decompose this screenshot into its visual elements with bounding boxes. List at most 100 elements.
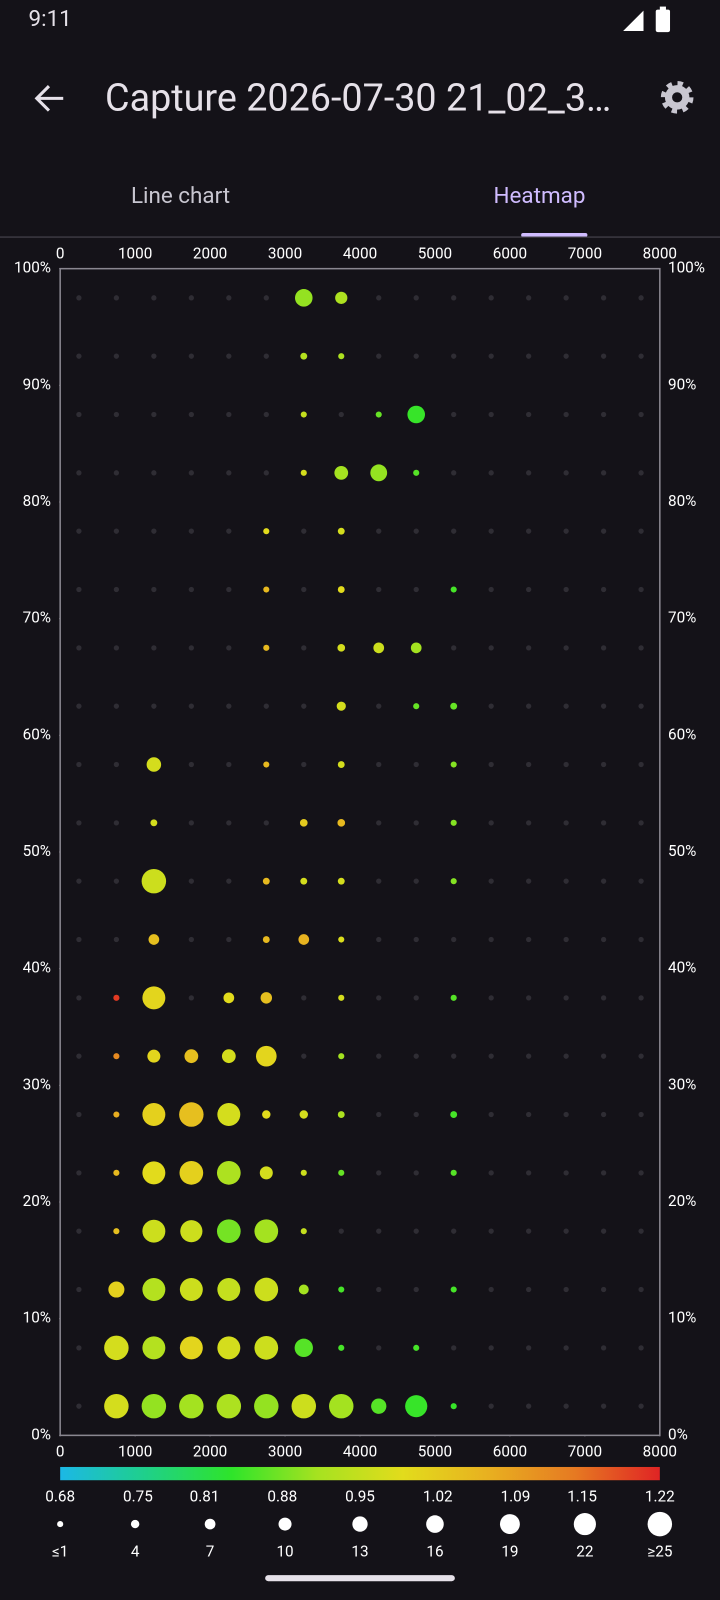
empty-cell [488,820,494,826]
y-tick-label-right: 10% [668,1309,696,1327]
empty-cell [151,645,157,651]
x-tick-label-top: 7000 [568,244,602,262]
empty-cell [600,761,607,768]
empty-cell [638,1286,644,1293]
y-tick-label-left: 30% [23,1075,51,1093]
empty-cell [526,820,532,826]
cell-bubble [338,1053,345,1060]
empty-cell [413,995,419,1001]
cell-bubble [294,1338,313,1358]
empty-cell [263,295,269,301]
empty-cell [113,295,120,301]
colorbar-label: 1.22 [645,1488,675,1506]
empty-cell [526,1345,532,1351]
empty-cell [638,703,644,709]
empty-cell [413,353,419,359]
y-tick-label-right: 60% [668,725,696,743]
empty-cell [638,1170,644,1176]
empty-cell [451,1345,457,1351]
nav-handle[interactable] [265,1575,455,1582]
x-tick-label-bottom: 1000 [118,1443,152,1461]
empty-cell [376,936,382,943]
x-tick-label-top: 0 [56,244,65,262]
empty-cell [263,820,269,826]
empty-cell [600,820,607,826]
empty-cell [638,995,644,1001]
cell-bubble [142,1278,166,1301]
cell-bubble [407,405,426,424]
empty-cell [113,936,120,943]
cell-bubble [180,1220,203,1243]
cell-bubble [337,819,346,827]
empty-cell [76,353,82,359]
y-tick-label-right: 100% [668,259,705,277]
empty-cell [638,528,644,534]
cell-bubble [300,411,307,418]
cell-bubble [338,1344,345,1351]
empty-cell [638,1403,644,1409]
back-button[interactable] [34,85,64,112]
empty-cell [301,586,307,593]
cell-bubble [113,1111,120,1118]
empty-cell [451,528,457,534]
cell-bubble [254,1393,279,1419]
empty-cell [563,703,569,709]
empty-cell [188,586,194,593]
colorbar-label: 0.95 [345,1488,375,1506]
cell-bubble [179,1278,203,1301]
cell-bubble [260,992,273,1004]
size-legend-label: 16 [426,1543,443,1561]
cell-bubble [179,1102,204,1127]
empty-cell [76,878,82,884]
empty-cell [600,1345,607,1351]
empty-cell [638,1228,644,1234]
empty-cell [301,528,307,534]
empty-cell [638,295,644,301]
cell-bubble [113,994,120,1001]
x-tick-label-bottom: 0 [56,1443,65,1461]
empty-cell [226,528,232,534]
settings-button[interactable] [660,81,694,114]
cell-bubble [221,1049,236,1064]
empty-cell [563,411,569,418]
empty-cell [563,1111,569,1118]
empty-cell [76,528,82,534]
empty-cell [376,295,382,301]
empty-cell [526,411,532,418]
cell-bubble [450,994,457,1001]
empty-cell [526,1170,532,1176]
y-tick-label-right: 40% [668,959,696,977]
empty-cell [563,995,569,1001]
empty-cell [151,703,157,709]
tab-selected[interactable]: Heatmap [494,183,586,209]
cell-bubble [141,1393,167,1419]
empty-cell [526,295,532,301]
cell-bubble [216,1219,241,1244]
empty-cell [526,703,532,709]
empty-cell [226,936,232,943]
empty-cell [113,820,120,826]
empty-cell [638,1053,644,1059]
cell-bubble [150,819,158,827]
empty-cell [638,878,644,884]
cell-bubble [450,878,457,885]
empty-cell [338,1228,344,1234]
empty-cell [413,936,419,943]
empty-cell [526,936,532,943]
empty-cell [301,703,307,709]
empty-cell [413,1170,419,1176]
empty-cell [600,645,607,651]
empty-cell [563,528,569,534]
empty-cell [376,1345,382,1351]
empty-cell [76,586,82,593]
empty-cell [526,470,532,476]
size-legend-dot [647,1511,673,1537]
cell-bubble [254,1277,279,1302]
x-tick-label-bottom: 4000 [343,1443,377,1461]
tab[interactable]: Line chart [131,183,230,209]
empty-cell [600,995,607,1001]
cell-bubble [104,1335,129,1361]
empty-cell [113,411,120,418]
